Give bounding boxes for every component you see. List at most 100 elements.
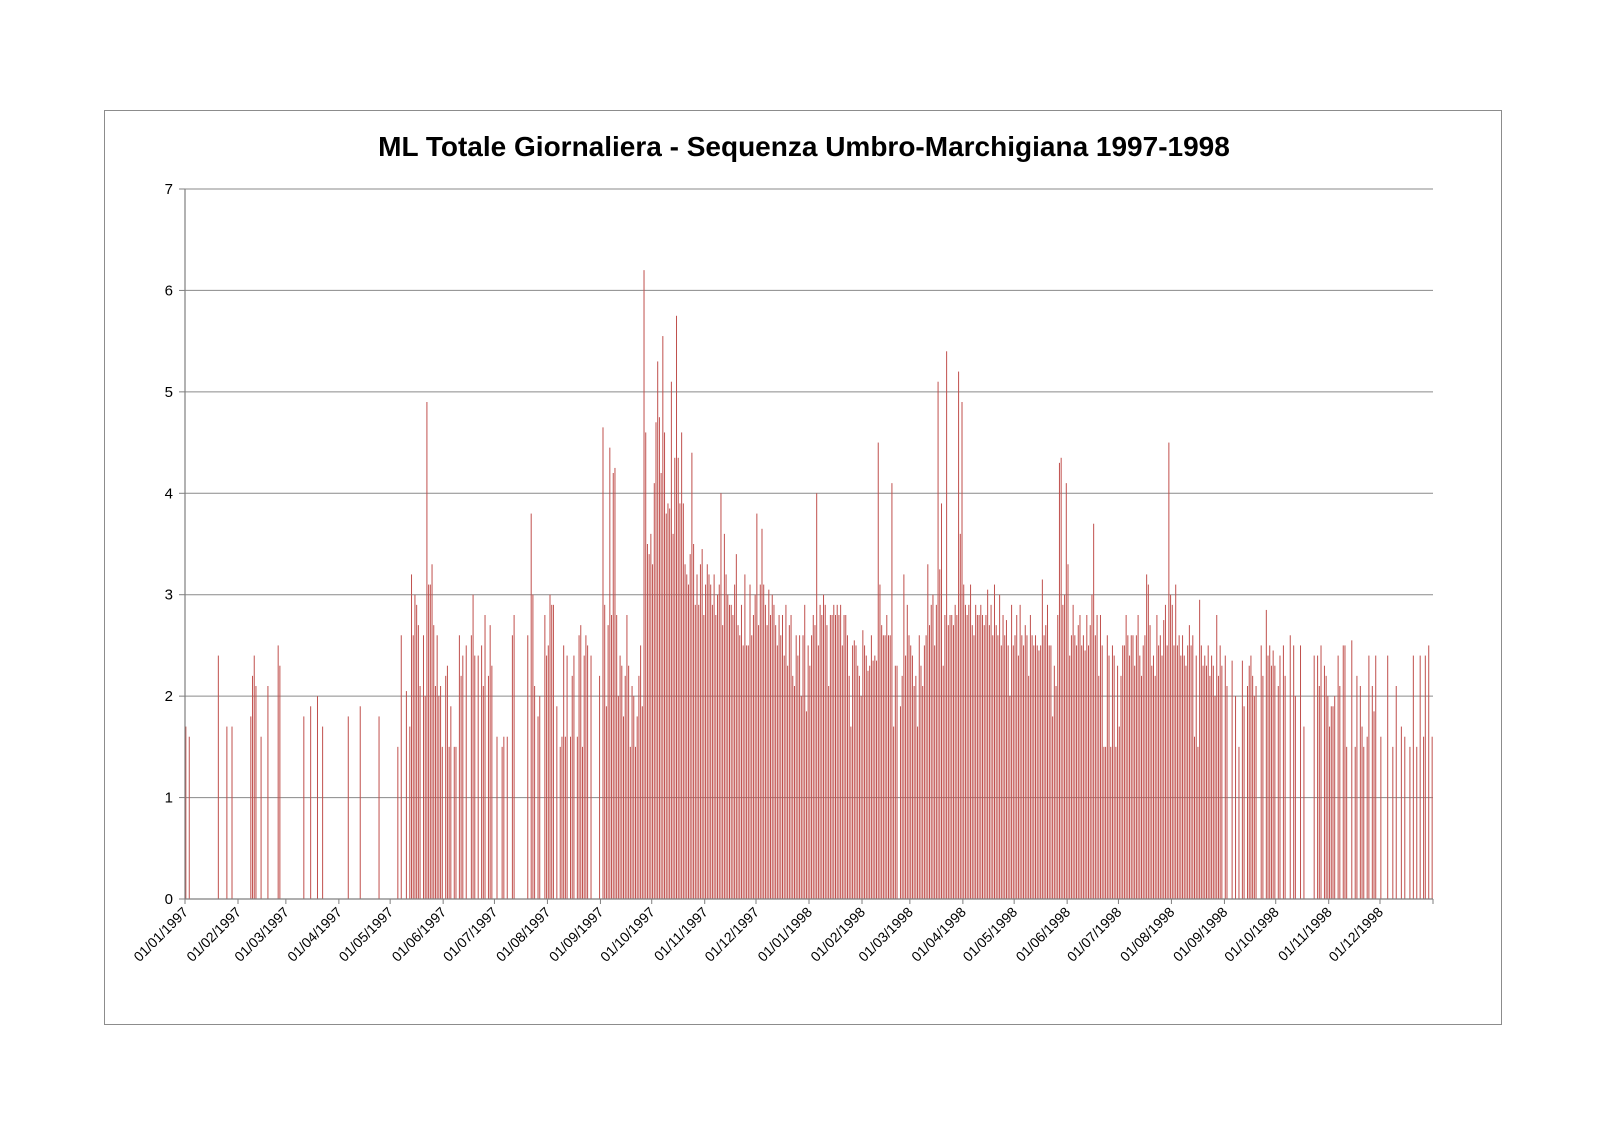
bar [1009, 696, 1011, 899]
bar [552, 604, 554, 899]
bar [453, 746, 455, 899]
bar [646, 544, 648, 899]
bar [740, 604, 742, 899]
bar [1129, 655, 1131, 899]
bar [1141, 675, 1143, 899]
bar [1212, 665, 1214, 899]
bar [400, 635, 402, 899]
bar [888, 635, 889, 899]
bar [1166, 645, 1168, 899]
bar [797, 655, 799, 899]
bar [491, 665, 493, 899]
bar [1137, 615, 1139, 899]
bar [662, 336, 664, 899]
bar [966, 615, 968, 899]
bar [1077, 625, 1079, 899]
bar [1084, 650, 1086, 899]
bar [833, 604, 835, 899]
bar [445, 675, 447, 899]
bar [802, 635, 804, 899]
bar [973, 635, 975, 899]
bar [698, 604, 700, 899]
bar [925, 635, 927, 899]
bar [893, 726, 895, 899]
bar [1250, 655, 1252, 899]
bar [1065, 483, 1067, 899]
bar [612, 473, 614, 899]
bar [1412, 655, 1414, 899]
bar [477, 655, 479, 899]
bar [795, 635, 797, 899]
bar [617, 696, 619, 899]
bar [1050, 645, 1052, 899]
bar [799, 635, 801, 899]
bar [744, 574, 746, 899]
bar [658, 417, 660, 899]
bar [1045, 625, 1047, 899]
bar [1241, 660, 1243, 899]
bar [732, 615, 734, 899]
bar [930, 604, 932, 899]
bar [1135, 635, 1137, 899]
bar [782, 615, 783, 899]
bar [1028, 675, 1030, 899]
bar [665, 513, 667, 899]
bar [1346, 746, 1348, 899]
bar [1371, 686, 1373, 899]
bar [1211, 655, 1213, 899]
bar [711, 604, 713, 899]
bar [578, 635, 580, 899]
bar [446, 665, 448, 899]
x-tick-label: 01/07/1998 [1064, 904, 1125, 965]
bar [826, 625, 828, 899]
bar [920, 665, 922, 899]
bar [1231, 660, 1233, 899]
bar [1043, 635, 1045, 899]
bar [641, 706, 643, 899]
bar [1142, 645, 1144, 899]
bar [316, 696, 318, 899]
bar [1170, 594, 1172, 899]
bar [911, 655, 913, 899]
bar [1431, 736, 1433, 899]
bar [1428, 645, 1430, 899]
bar [1247, 686, 1249, 899]
bar [1076, 645, 1078, 899]
y-tick-label: 0 [165, 891, 173, 908]
bar [1282, 645, 1284, 899]
bar [1159, 635, 1161, 899]
bar [1303, 726, 1305, 899]
bar [1221, 665, 1223, 899]
bar [436, 635, 438, 899]
bar [876, 660, 878, 899]
y-tick-label: 3 [165, 587, 173, 604]
bar [982, 615, 984, 899]
bar [623, 716, 625, 899]
bar [1260, 645, 1262, 899]
x-tick-label: 01/04/1997 [284, 904, 345, 965]
bar [397, 746, 399, 899]
bar [556, 706, 558, 899]
bar [954, 604, 956, 899]
bar [1158, 645, 1160, 899]
bar [855, 645, 857, 899]
bar [1173, 645, 1175, 899]
bar [934, 645, 936, 899]
bar [1253, 696, 1255, 899]
bar [1270, 665, 1272, 899]
bar [590, 655, 592, 899]
bar [378, 716, 380, 899]
bar [633, 696, 635, 899]
bar [1209, 675, 1211, 899]
bar [1105, 746, 1107, 899]
bar [1300, 645, 1302, 899]
bar [185, 726, 187, 899]
bar [670, 381, 672, 900]
bar [1199, 599, 1201, 899]
bar [1132, 635, 1134, 899]
bar [882, 635, 884, 899]
bar [730, 604, 732, 899]
bar [310, 706, 312, 899]
bar [619, 655, 621, 899]
bar [1176, 645, 1178, 899]
